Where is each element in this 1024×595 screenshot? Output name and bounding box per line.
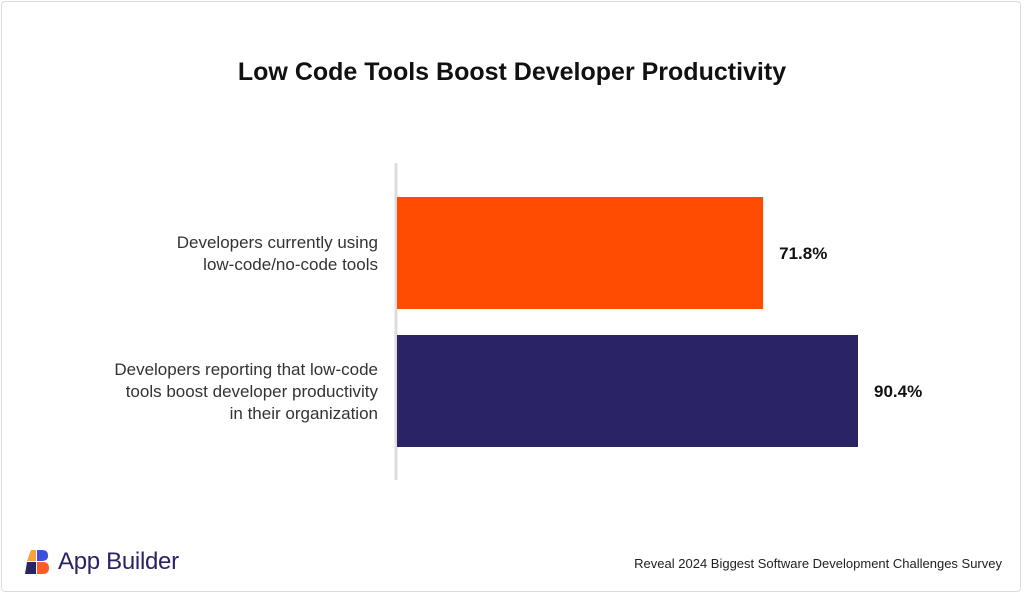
bar-1 <box>397 335 858 447</box>
category-label: low-code/no-code tools <box>203 255 378 274</box>
category-label: Developers reporting that low-code <box>114 360 378 379</box>
app-builder-logo-icon <box>25 550 49 574</box>
bar-0 <box>397 197 764 309</box>
chart-title: Low Code Tools Boost Developer Productiv… <box>237 58 787 86</box>
value-label: 90.4% <box>874 382 922 401</box>
category-label: in their organization <box>230 404 378 423</box>
category-label: tools boost developer productivity <box>126 382 379 401</box>
category-label: Developers currently using <box>177 233 378 252</box>
value-label: 71.8% <box>779 244 827 263</box>
logo-text: App Builder <box>58 548 179 575</box>
source-note: Reveal 2024 Biggest Software Development… <box>634 556 1002 571</box>
app-builder-logo: App Builder <box>24 548 179 576</box>
